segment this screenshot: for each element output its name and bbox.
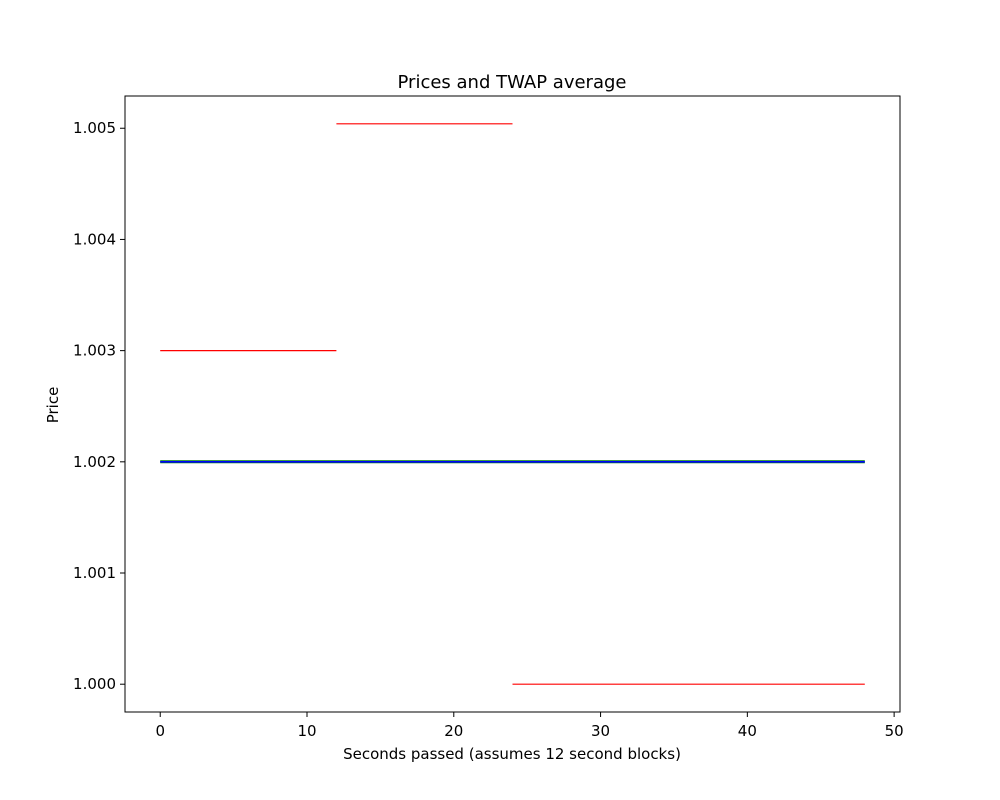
x-tick-label: 30 — [591, 722, 610, 740]
x-tick-label: 20 — [444, 722, 463, 740]
y-axis-label: Price — [44, 387, 62, 424]
x-tick-label: 10 — [297, 722, 316, 740]
x-axis-ticks: 0 10 20 30 40 50 — [155, 712, 904, 740]
x-tick-label: 40 — [738, 722, 757, 740]
y-axis-ticks: 1.000 1.001 1.002 1.003 1.004 1.005 — [73, 119, 125, 693]
y-tick-label: 1.005 — [73, 119, 116, 137]
axes-frame — [124, 95, 901, 713]
x-axis-label: Seconds passed (assumes 12 second blocks… — [343, 745, 681, 763]
x-tick-label: 50 — [885, 722, 904, 740]
chart-title: Prices and TWAP average — [398, 72, 627, 93]
plot-lines — [160, 123, 865, 685]
y-tick-label: 1.001 — [73, 564, 116, 582]
y-tick-label: 1.000 — [73, 675, 116, 693]
y-tick-label: 1.002 — [73, 453, 116, 471]
y-tick-label: 1.003 — [73, 342, 116, 360]
y-tick-label: 1.004 — [73, 230, 116, 248]
x-tick-label: 0 — [155, 722, 165, 740]
